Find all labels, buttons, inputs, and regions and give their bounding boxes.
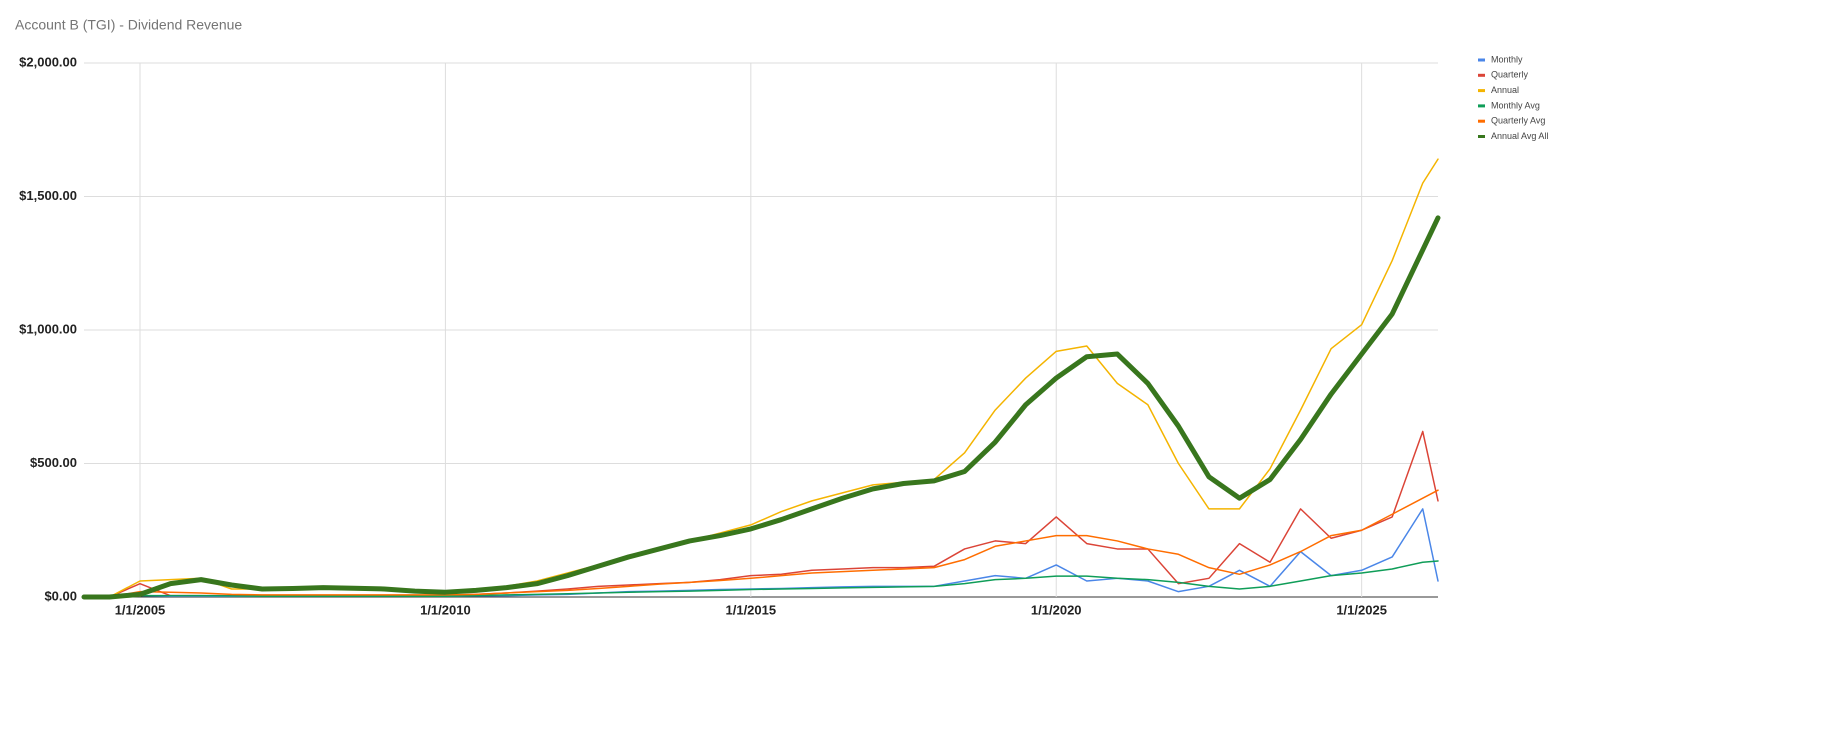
y-tick-label: $1,500.00 <box>19 188 77 203</box>
x-tick-label: 1/1/2005 <box>115 602 166 617</box>
series-line <box>83 560 1439 598</box>
legend-label: Monthly Avg <box>1491 100 1540 110</box>
legend-label: Annual Avg All <box>1491 131 1548 141</box>
chart-title: Account B (TGI) - Dividend Revenue <box>15 17 242 33</box>
y-tick-label: $500.00 <box>30 455 77 470</box>
legend-label: Quarterly <box>1491 70 1529 80</box>
x-tick-label: 1/1/2025 <box>1336 602 1387 617</box>
x-tick-label: 1/1/2010 <box>420 602 471 617</box>
y-tick-label: $0.00 <box>44 588 77 603</box>
y-tick-label: $1,000.00 <box>19 321 77 336</box>
x-tick-label: 1/1/2015 <box>726 602 777 617</box>
y-tick-label: $2,000.00 <box>19 54 77 69</box>
legend-label: Monthly <box>1491 54 1523 64</box>
series-line <box>83 489 1439 598</box>
legend-label: Quarterly Avg <box>1491 116 1545 126</box>
x-tick-label: 1/1/2020 <box>1031 602 1082 617</box>
legend-label: Annual <box>1491 85 1519 95</box>
series-line <box>81 215 1441 600</box>
